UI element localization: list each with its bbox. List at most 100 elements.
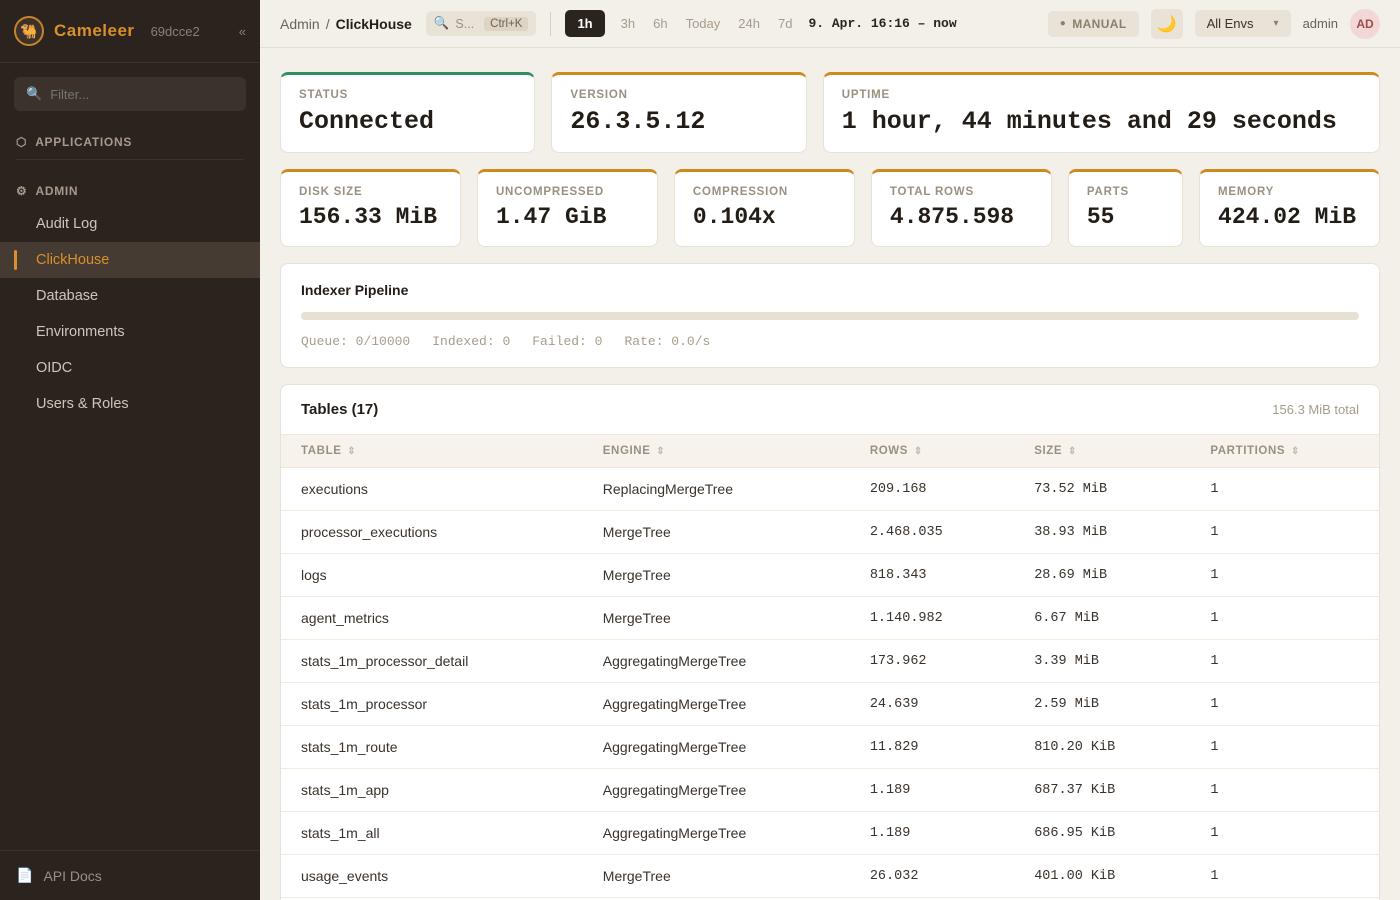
cell-partitions: 1 bbox=[1190, 511, 1379, 554]
range-6h[interactable]: 6h bbox=[651, 12, 669, 35]
sidebar-item-environments[interactable]: Environments bbox=[0, 314, 260, 350]
table-row[interactable]: agent_metrics MergeTree 1.140.982 6.67 M… bbox=[281, 597, 1379, 640]
cell-engine: AggregatingMergeTree bbox=[583, 640, 850, 683]
cell-size: 28.69 MiB bbox=[1014, 554, 1190, 597]
cell-size: 73.52 MiB bbox=[1014, 468, 1190, 511]
manual-dot-icon: ● bbox=[1060, 18, 1066, 29]
table-row[interactable]: stats_1m_processor AggregatingMergeTree … bbox=[281, 683, 1379, 726]
topbar-search-input[interactable]: 🔍 S... Ctrl+K bbox=[426, 11, 537, 36]
cell-rows: 2.468.035 bbox=[850, 511, 1014, 554]
cell-size: 38.93 MiB bbox=[1014, 511, 1190, 554]
cell-engine: ReplacingMergeTree bbox=[583, 468, 850, 511]
column-header-size[interactable]: SIZE ⇕ bbox=[1014, 435, 1190, 468]
nav-divider bbox=[16, 159, 244, 160]
cell-rows: 24.639 bbox=[850, 683, 1014, 726]
search-shortcut-kbd: Ctrl+K bbox=[484, 17, 528, 31]
tables-table: TABLE ⇕ ENGINE ⇕ ROWS ⇕ SIZE bbox=[281, 434, 1379, 900]
column-header-rows[interactable]: ROWS ⇕ bbox=[850, 435, 1014, 468]
cell-table-name[interactable]: stats_1m_processor bbox=[281, 683, 583, 726]
pipeline-progress-bar bbox=[301, 312, 1359, 320]
sidebar-item-audit-log[interactable]: Audit Log bbox=[0, 206, 260, 242]
cell-table-name[interactable]: stats_1m_processor_detail bbox=[281, 640, 583, 683]
sidebar-item-database[interactable]: Database bbox=[0, 278, 260, 314]
cell-rows: 1.189 bbox=[850, 769, 1014, 812]
tables-total-size: 156.3 MiB total bbox=[1272, 402, 1359, 417]
sort-icon-size: ⇕ bbox=[1068, 446, 1077, 457]
table-row[interactable]: usage_events MergeTree 26.032 401.00 KiB… bbox=[281, 855, 1379, 898]
applications-icon: ⬡ bbox=[16, 135, 27, 149]
pipeline-stats: Queue: 0/10000 Indexed: 0 Failed: 0 Rate… bbox=[301, 334, 1359, 349]
theme-toggle-button[interactable]: 🌙 bbox=[1151, 9, 1183, 39]
topbar-right-controls: ● MANUAL 🌙 All Envs ▾ admin AD bbox=[1048, 9, 1380, 39]
cell-partitions: 1 bbox=[1190, 554, 1379, 597]
cell-table-name[interactable]: agent_metrics bbox=[281, 597, 583, 640]
range-24h[interactable]: 24h bbox=[736, 12, 762, 35]
stat-row-1: STATUS Connected VERSION 26.3.5.12 UPTIM… bbox=[280, 72, 1380, 153]
stat-card-uncompressed: UNCOMPRESSED 1.47 GiB bbox=[477, 169, 658, 247]
cell-partitions: 1 bbox=[1190, 812, 1379, 855]
stat-card-uptime: UPTIME 1 hour, 44 minutes and 29 seconds bbox=[823, 72, 1380, 153]
collapse-sidebar-icon[interactable]: « bbox=[239, 24, 246, 39]
cell-table-name[interactable]: processor_executions bbox=[281, 511, 583, 554]
sidebar-item-oidc[interactable]: OIDC bbox=[0, 350, 260, 386]
cell-partitions: 1 bbox=[1190, 855, 1379, 898]
cell-size: 6.67 MiB bbox=[1014, 597, 1190, 640]
sidebar-filter-box[interactable]: 🔍 bbox=[14, 77, 246, 111]
cell-table-name[interactable]: usage_events bbox=[281, 855, 583, 898]
table-row[interactable]: processor_executions MergeTree 2.468.035… bbox=[281, 511, 1379, 554]
table-row[interactable]: stats_1m_route AggregatingMergeTree 11.8… bbox=[281, 726, 1379, 769]
manual-mode-button[interactable]: ● MANUAL bbox=[1048, 11, 1139, 37]
user-avatar[interactable]: AD bbox=[1350, 9, 1380, 39]
cell-table-name[interactable]: stats_1m_route bbox=[281, 726, 583, 769]
cell-table-name[interactable]: stats_1m_app bbox=[281, 769, 583, 812]
sidebar: 🐫 Cameleer 69dcce2 « 🔍 ⬡ APPLICATIONS ⚙ … bbox=[0, 0, 260, 900]
column-header-engine[interactable]: ENGINE ⇕ bbox=[583, 435, 850, 468]
sidebar-filter-input[interactable] bbox=[50, 87, 234, 102]
cell-engine: AggregatingMergeTree bbox=[583, 769, 850, 812]
column-header-table[interactable]: TABLE ⇕ bbox=[281, 435, 583, 468]
moon-icon: 🌙 bbox=[1157, 14, 1177, 34]
column-header-partitions[interactable]: PARTITIONS ⇕ bbox=[1190, 435, 1379, 468]
table-row[interactable]: executions ReplacingMergeTree 209.168 73… bbox=[281, 468, 1379, 511]
range-today[interactable]: Today bbox=[684, 12, 723, 35]
page-content: STATUS Connected VERSION 26.3.5.12 UPTIM… bbox=[260, 48, 1400, 900]
cell-partitions: 1 bbox=[1190, 597, 1379, 640]
chevron-down-icon: ▾ bbox=[1274, 18, 1279, 29]
tables-title: Tables (17) bbox=[301, 401, 378, 418]
table-row[interactable]: logs MergeTree 818.343 28.69 MiB 1 bbox=[281, 554, 1379, 597]
table-row[interactable]: stats_1m_processor_detail AggregatingMer… bbox=[281, 640, 1379, 683]
range-7d[interactable]: 7d bbox=[776, 12, 794, 35]
indexer-pipeline-card: Indexer Pipeline Queue: 0/10000 Indexed:… bbox=[280, 263, 1380, 368]
breadcrumb: Admin / ClickHouse bbox=[280, 16, 412, 32]
sidebar-item-users-roles[interactable]: Users & Roles bbox=[0, 386, 260, 422]
cell-rows: 818.343 bbox=[850, 554, 1014, 597]
admin-gear-icon: ⚙ bbox=[16, 184, 27, 198]
api-docs-link[interactable]: 📄 API Docs bbox=[0, 850, 260, 900]
table-row[interactable]: stats_1m_all AggregatingMergeTree 1.189 … bbox=[281, 812, 1379, 855]
range-1h[interactable]: 1h bbox=[565, 10, 604, 37]
cell-partitions: 1 bbox=[1190, 640, 1379, 683]
cell-rows: 11.829 bbox=[850, 726, 1014, 769]
cell-rows: 26.032 bbox=[850, 855, 1014, 898]
tables-card: Tables (17) 156.3 MiB total TABLE ⇕ ENGI… bbox=[280, 384, 1380, 900]
cell-table-name[interactable]: executions bbox=[281, 468, 583, 511]
table-row[interactable]: stats_1m_app AggregatingMergeTree 1.189 … bbox=[281, 769, 1379, 812]
cell-partitions: 1 bbox=[1190, 726, 1379, 769]
sidebar-item-clickhouse[interactable]: ClickHouse bbox=[0, 242, 260, 278]
stat-card-compression: COMPRESSION 0.104x bbox=[674, 169, 855, 247]
stat-card-version: VERSION 26.3.5.12 bbox=[551, 72, 806, 153]
search-icon: 🔍 bbox=[26, 86, 42, 102]
cell-size: 810.20 KiB bbox=[1014, 726, 1190, 769]
envs-dropdown[interactable]: All Envs ▾ bbox=[1195, 10, 1291, 37]
time-range-selector[interactable]: 1h 3h 6h Today 24h 7d 9. Apr. 16:16 – no… bbox=[565, 10, 956, 37]
cell-table-name[interactable]: stats_1m_all bbox=[281, 812, 583, 855]
stat-card-disk-size: DISK SIZE 156.33 MiB bbox=[280, 169, 461, 247]
cell-table-name[interactable]: logs bbox=[281, 554, 583, 597]
cell-engine: AggregatingMergeTree bbox=[583, 726, 850, 769]
cell-rows: 209.168 bbox=[850, 468, 1014, 511]
range-3h[interactable]: 3h bbox=[619, 12, 637, 35]
sidebar-header: 🐫 Cameleer 69dcce2 « bbox=[0, 0, 260, 63]
stat-row-2: DISK SIZE 156.33 MiB UNCOMPRESSED 1.47 G… bbox=[280, 169, 1380, 247]
cell-partitions: 1 bbox=[1190, 769, 1379, 812]
range-date-display[interactable]: 9. Apr. 16:16 – now bbox=[808, 16, 956, 31]
